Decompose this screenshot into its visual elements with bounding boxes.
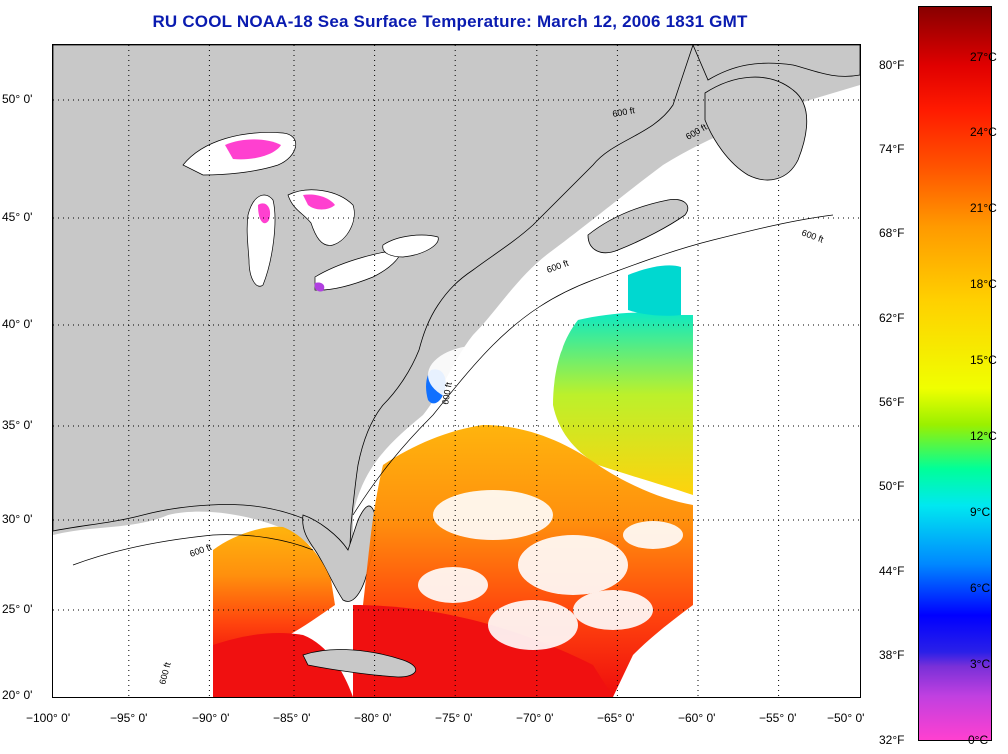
sst-atlantic-cold-band [628,265,681,316]
newfoundland-land [704,76,808,181]
colorbar-celsius-label: 18°C [970,277,997,291]
lake-ice-erie [314,282,325,292]
colorbar-celsius-label: 15°C [970,353,997,367]
colorbar-fahrenheit-label: 56°F [879,395,905,409]
temperature-colorbar [918,6,992,741]
cuba-land [302,649,416,678]
map-canvas: 600 ft 600 ft 600 ft 600 ft 600 ft 600 f… [53,45,860,697]
depth-contour-600ft [72,214,834,566]
lake-ontario [382,234,439,258]
colorbar-celsius-label: 12°C [970,429,997,443]
colorbar-fahrenheit-label: 68°F [879,226,905,240]
colorbar-fahrenheit-label: 38°F [879,648,905,662]
longitude-label: −90° 0' [192,711,230,725]
lake-ice-huron [303,194,335,210]
contour-label: 600 ft [440,381,454,405]
longitude-label: −70° 0' [516,711,554,725]
sst-caribbean [353,605,613,697]
longitude-label: −65° 0' [597,711,635,725]
latitude-label: 25° 0' [2,602,33,616]
colorbar-fahrenheit-label: 50°F [879,479,905,493]
lake-huron [287,189,355,246]
colorbar-celsius-label: 27°C [970,50,997,64]
latitude-label: 50° 0' [2,92,33,106]
graticule [53,45,860,697]
latitude-label: 40° 0' [2,317,33,331]
latitude-label: 20° 0' [2,688,33,702]
longitude-label: −75° 0' [435,711,473,725]
longitude-label: −85° 0' [273,711,311,725]
longitude-label: −95° 0' [110,711,148,725]
colorbar-celsius-label: 0°C [968,733,989,747]
longitude-label: −50° 0' [827,711,865,725]
colorbar-celsius-label: 9°C [970,505,991,519]
lake-ice-superior [225,139,281,160]
sst-gulf-south [213,633,353,697]
longitude-label: −60° 0' [678,711,716,725]
colorbar-celsius-label: 21°C [970,201,997,215]
colorbar-fahrenheit-label: 44°F [879,564,905,578]
colorbar-celsius-label: 3°C [970,657,991,671]
contour-label: 600 ft [684,122,709,142]
lake-ice-michigan [258,203,271,224]
latitude-label: 30° 0' [2,512,33,526]
florida-land [302,505,377,602]
sst-atlantic-north [553,312,693,495]
no-data-east [693,265,860,697]
nova-scotia-land [587,198,689,254]
latitude-label: 45° 0' [2,210,33,224]
latitude-label: 35° 0' [2,418,33,432]
colorbar-fahrenheit-label: 32°F [879,733,905,747]
longitude-label: −55° 0' [759,711,797,725]
colorbar-fahrenheit-label: 80°F [879,58,905,72]
longitude-label: −100° 0' [26,711,71,725]
colorbar-celsius-label: 24°C [970,125,997,139]
sst-map: 600 ft 600 ft 600 ft 600 ft 600 ft 600 f… [52,44,861,698]
lake-erie [314,249,401,291]
map-title: RU COOL NOAA-18 Sea Surface Temperature:… [152,12,748,31]
colorbar-celsius-label: 6°C [970,581,991,595]
colorbar-fahrenheit-label: 62°F [879,311,905,325]
labrador-land [692,45,860,81]
sst-gulf-of-mexico [213,526,335,665]
colorbar-fahrenheit-label: 74°F [879,142,905,156]
longitude-label: −80° 0' [354,711,392,725]
